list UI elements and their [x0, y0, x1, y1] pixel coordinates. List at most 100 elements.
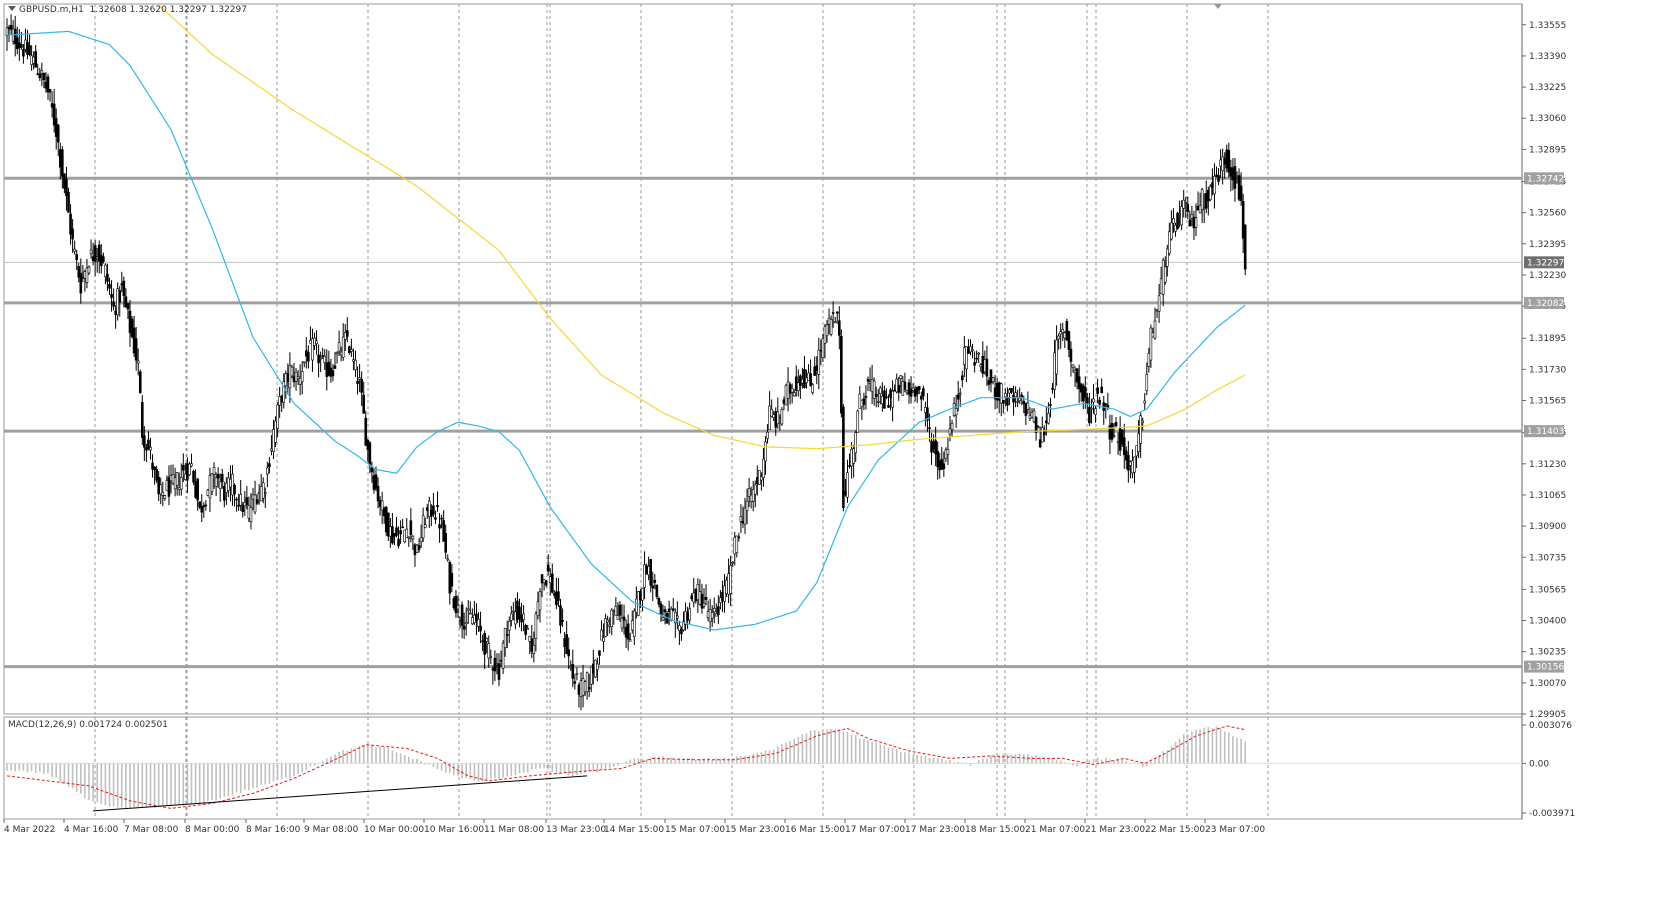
candle-body — [516, 600, 519, 621]
candle-body — [700, 594, 704, 609]
candle-body — [987, 380, 991, 385]
candle-body — [325, 362, 329, 377]
candle-body — [114, 310, 117, 315]
candle-body — [155, 468, 158, 481]
collapse-triangle-icon[interactable] — [8, 6, 16, 11]
candle-body — [462, 625, 466, 630]
candle-body — [210, 473, 214, 492]
current-price-label: 1.32297 — [1527, 258, 1564, 268]
candle-body — [528, 635, 532, 642]
candle-body — [710, 612, 714, 619]
candle-body — [100, 254, 103, 266]
candle-body — [1022, 400, 1026, 405]
candle-body — [1149, 327, 1153, 361]
candle-body — [813, 366, 817, 376]
candle-body — [1145, 374, 1149, 391]
candle-body — [497, 663, 501, 680]
candle-body — [93, 245, 97, 262]
candle-body — [22, 49, 25, 57]
candle-body — [1161, 259, 1165, 295]
candle-body — [438, 524, 441, 529]
candle-body — [833, 321, 837, 324]
candle-body — [448, 562, 452, 594]
candle-body — [686, 612, 689, 621]
candle-body — [28, 44, 31, 55]
candle-body — [261, 482, 265, 499]
candle-body — [739, 516, 743, 522]
candle-body — [725, 579, 728, 594]
candle-body — [889, 389, 892, 398]
candle-body — [817, 349, 821, 375]
candle-body — [1217, 175, 1220, 182]
candle-body — [352, 359, 355, 362]
candle-body — [179, 477, 183, 490]
candle-body — [339, 351, 343, 356]
x-tick-label: 17 Mar 23:00 — [905, 825, 965, 835]
candle-body — [282, 381, 286, 403]
x-tick-label: 7 Mar 08:00 — [124, 825, 179, 835]
x-tick-label: 22 Mar 15:00 — [1145, 825, 1205, 835]
candle-body — [288, 365, 292, 389]
x-tick-label: 11 Mar 08:00 — [484, 825, 544, 835]
candle-body — [173, 477, 177, 490]
candle-body — [848, 465, 851, 467]
candle-body — [227, 477, 230, 491]
candle-body — [799, 375, 802, 386]
y-tick-label: 1.31895 — [1529, 334, 1566, 344]
candle-body — [1182, 199, 1185, 209]
candle-body — [1094, 408, 1097, 415]
y-tick-label: 1.33555 — [1529, 21, 1566, 31]
candle-body — [696, 584, 700, 600]
candle-body — [1135, 445, 1138, 457]
candle-body — [514, 611, 517, 625]
candle-body — [1151, 332, 1155, 338]
candle-body — [811, 384, 814, 393]
candle-body — [1051, 388, 1054, 390]
candle-body — [444, 533, 448, 553]
candle-body — [774, 411, 778, 428]
candle-body — [596, 663, 599, 671]
candle-body — [842, 406, 845, 509]
candle-body — [870, 379, 874, 392]
level-price-tag — [1524, 425, 1564, 438]
candle-body — [311, 338, 314, 361]
candle-body — [657, 598, 661, 605]
candle-body — [75, 254, 78, 260]
candle-body — [1079, 383, 1083, 393]
candle-body — [1147, 353, 1151, 367]
candle-body — [751, 488, 755, 502]
candle-body — [903, 381, 907, 390]
candle-body — [411, 535, 415, 540]
candle-body — [372, 475, 376, 490]
candle-body — [1104, 403, 1108, 406]
candle-body — [1192, 216, 1196, 229]
candle-body — [1040, 427, 1044, 443]
candle-body — [483, 633, 486, 655]
candle-body — [58, 149, 62, 168]
candle-body — [110, 294, 113, 298]
candle-body — [782, 399, 786, 404]
candle-body — [473, 614, 476, 623]
candle-body — [969, 346, 972, 353]
candle-body — [255, 499, 259, 504]
candle-body — [17, 42, 21, 49]
candle-body — [577, 684, 581, 695]
candle-body — [34, 51, 38, 68]
candle-body — [731, 561, 735, 564]
chart-shift-icon[interactable] — [1214, 4, 1222, 9]
candle-body — [1233, 166, 1237, 189]
candle-body — [501, 642, 505, 669]
candle-body — [708, 609, 712, 622]
candle-body — [518, 606, 521, 619]
candle-body — [386, 512, 390, 537]
candle-body — [169, 475, 173, 482]
candle-body — [835, 311, 839, 314]
candle-body — [647, 566, 650, 576]
candle-body — [362, 394, 366, 414]
candle-body — [509, 613, 513, 621]
candle-body — [581, 678, 585, 696]
candle-body — [487, 643, 491, 659]
candle-body — [304, 350, 308, 357]
